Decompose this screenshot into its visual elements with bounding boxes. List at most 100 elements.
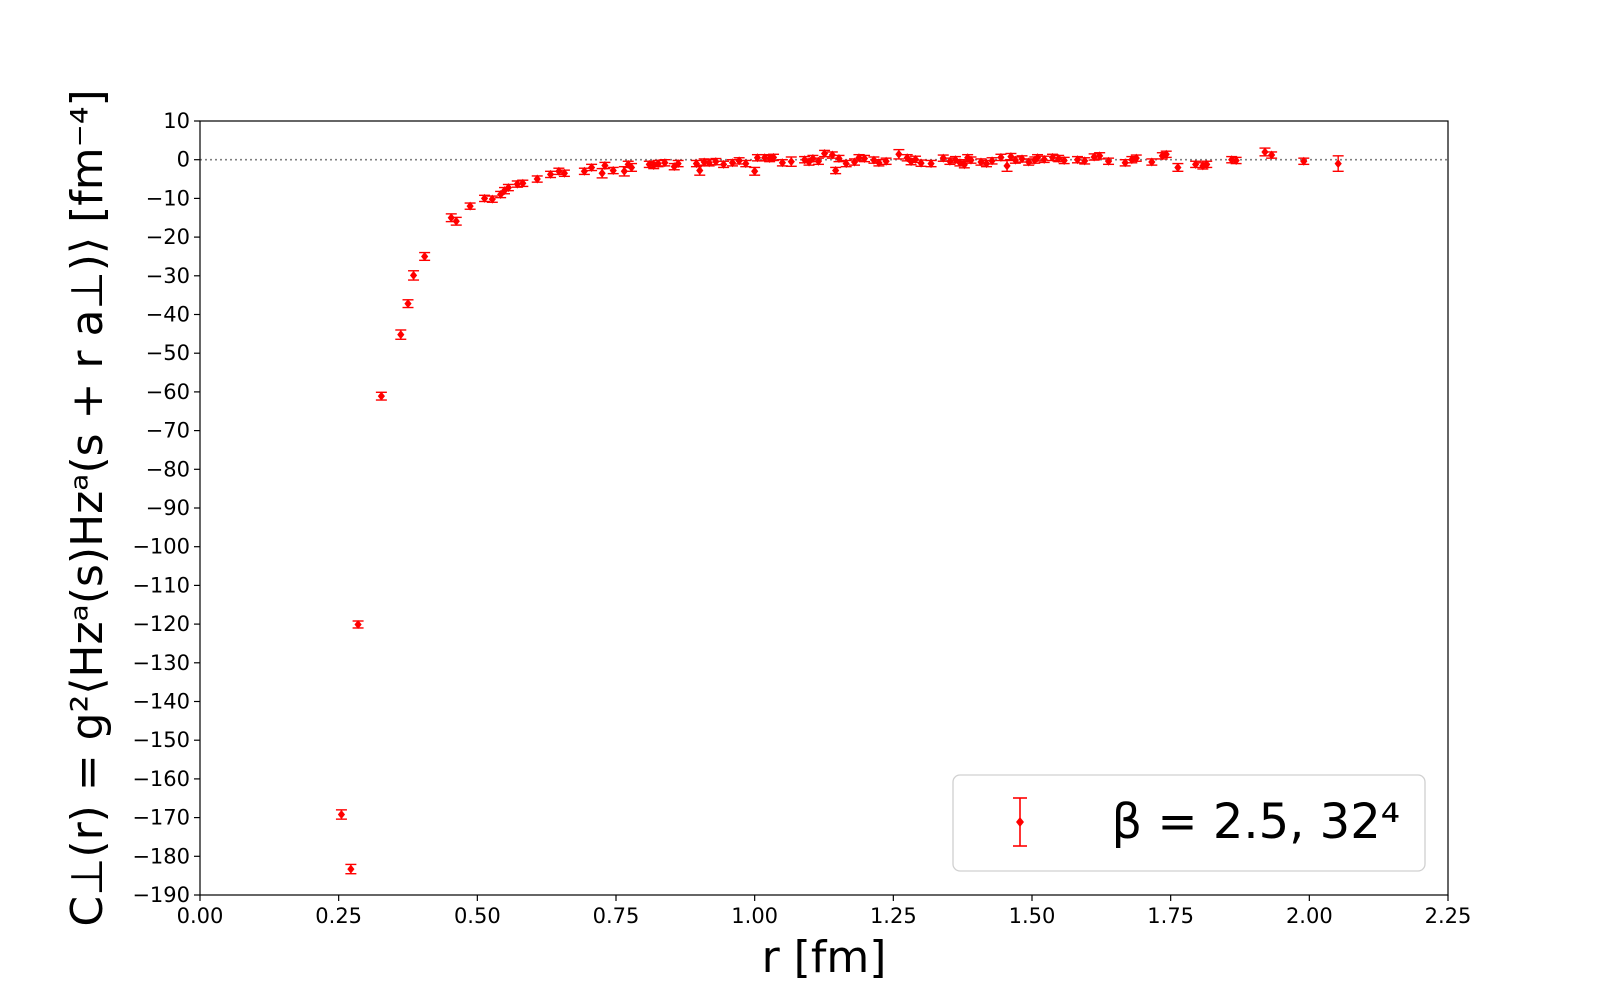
data-point [618, 165, 630, 177]
legend: β = 2.5, 32⁴ [952, 774, 1426, 872]
point-marker [828, 150, 836, 160]
data-point [335, 809, 347, 820]
point-marker [452, 216, 460, 226]
point-marker [661, 158, 669, 168]
x-tick-label: 0.75 [593, 904, 640, 928]
data-point [586, 162, 598, 172]
point-marker [421, 251, 429, 261]
point-marker [751, 166, 759, 176]
data-point [672, 159, 684, 169]
point-marker [409, 270, 418, 280]
x-tick-label: 1.75 [1147, 904, 1194, 928]
data-point [1201, 159, 1213, 169]
point-marker [875, 158, 883, 168]
point-marker [720, 159, 728, 169]
data-point [531, 174, 543, 184]
data-point [694, 165, 706, 176]
point-marker [860, 154, 869, 164]
data-point [1023, 157, 1035, 167]
point-marker [1334, 159, 1342, 169]
point-marker [1011, 155, 1019, 165]
point-marker [1081, 156, 1089, 166]
point-marker [696, 166, 704, 176]
point-marker [397, 330, 405, 340]
data-point [958, 160, 970, 170]
point-marker [1040, 154, 1048, 164]
point-marker [1192, 159, 1200, 169]
y-tick-label: −40 [146, 303, 190, 327]
point-marker [1121, 158, 1129, 168]
data-point [578, 166, 590, 176]
data-point [965, 155, 977, 165]
x-tick-label: 0.50 [454, 904, 501, 928]
point-marker [560, 168, 569, 178]
point-marker [466, 201, 474, 211]
point-marker [850, 157, 859, 167]
data-point [464, 201, 476, 211]
point-marker [907, 157, 915, 167]
data-point [450, 216, 462, 226]
data-point [830, 166, 842, 176]
point-marker [1132, 153, 1140, 163]
legend-marker [1013, 797, 1027, 847]
data-point [1266, 150, 1278, 160]
point-marker [742, 159, 750, 169]
point-marker [832, 166, 840, 176]
point-marker [480, 193, 489, 203]
point-marker [377, 391, 385, 401]
point-marker [988, 156, 996, 166]
data-point [419, 251, 431, 262]
data-point [1071, 155, 1083, 165]
data-point [352, 619, 364, 629]
point-marker [911, 154, 920, 164]
data-point [1032, 153, 1044, 163]
data-point [1038, 154, 1050, 164]
data-point [785, 156, 797, 167]
point-marker [504, 183, 512, 193]
data-point [1332, 155, 1344, 173]
data-point [733, 156, 745, 166]
y-tick-label: −70 [146, 419, 190, 443]
point-marker [1018, 154, 1026, 164]
point-marker [778, 158, 786, 168]
point-marker [546, 169, 555, 179]
point-marker [895, 149, 903, 159]
data-point [375, 391, 387, 401]
point-marker [1174, 162, 1182, 172]
point-marker [766, 154, 774, 164]
y-tick-label: −80 [146, 457, 190, 481]
y-tick-label: −30 [146, 264, 190, 288]
y-tick-label: 0 [177, 148, 190, 172]
data-point [558, 168, 570, 178]
y-tick-label: −90 [146, 496, 190, 520]
point-marker [855, 153, 863, 163]
point-marker [1148, 157, 1156, 167]
point-marker [882, 156, 890, 166]
y-tick-label: −110 [132, 573, 190, 597]
data-point [408, 270, 420, 281]
point-marker [753, 153, 762, 163]
data-point [873, 158, 885, 168]
data-point [925, 159, 937, 169]
data-point [840, 159, 852, 169]
data-point [768, 152, 780, 162]
data-point [718, 159, 730, 169]
x-tick-label: 1.25 [870, 904, 917, 928]
y-tick-label: −130 [132, 651, 190, 675]
point-marker [519, 178, 527, 188]
point-marker [601, 161, 609, 171]
point-marker [956, 158, 964, 168]
data-point [1172, 162, 1184, 173]
data-point [1259, 147, 1271, 157]
legend-box [952, 774, 1426, 872]
data-point [1298, 156, 1310, 166]
x-tick-label: 0.25 [315, 904, 362, 928]
data-point [1103, 156, 1115, 166]
data-point [502, 183, 514, 193]
point-marker [769, 152, 778, 162]
point-marker [814, 156, 823, 166]
data-point [1058, 155, 1070, 165]
data-point [893, 148, 905, 160]
data-point [819, 149, 831, 159]
